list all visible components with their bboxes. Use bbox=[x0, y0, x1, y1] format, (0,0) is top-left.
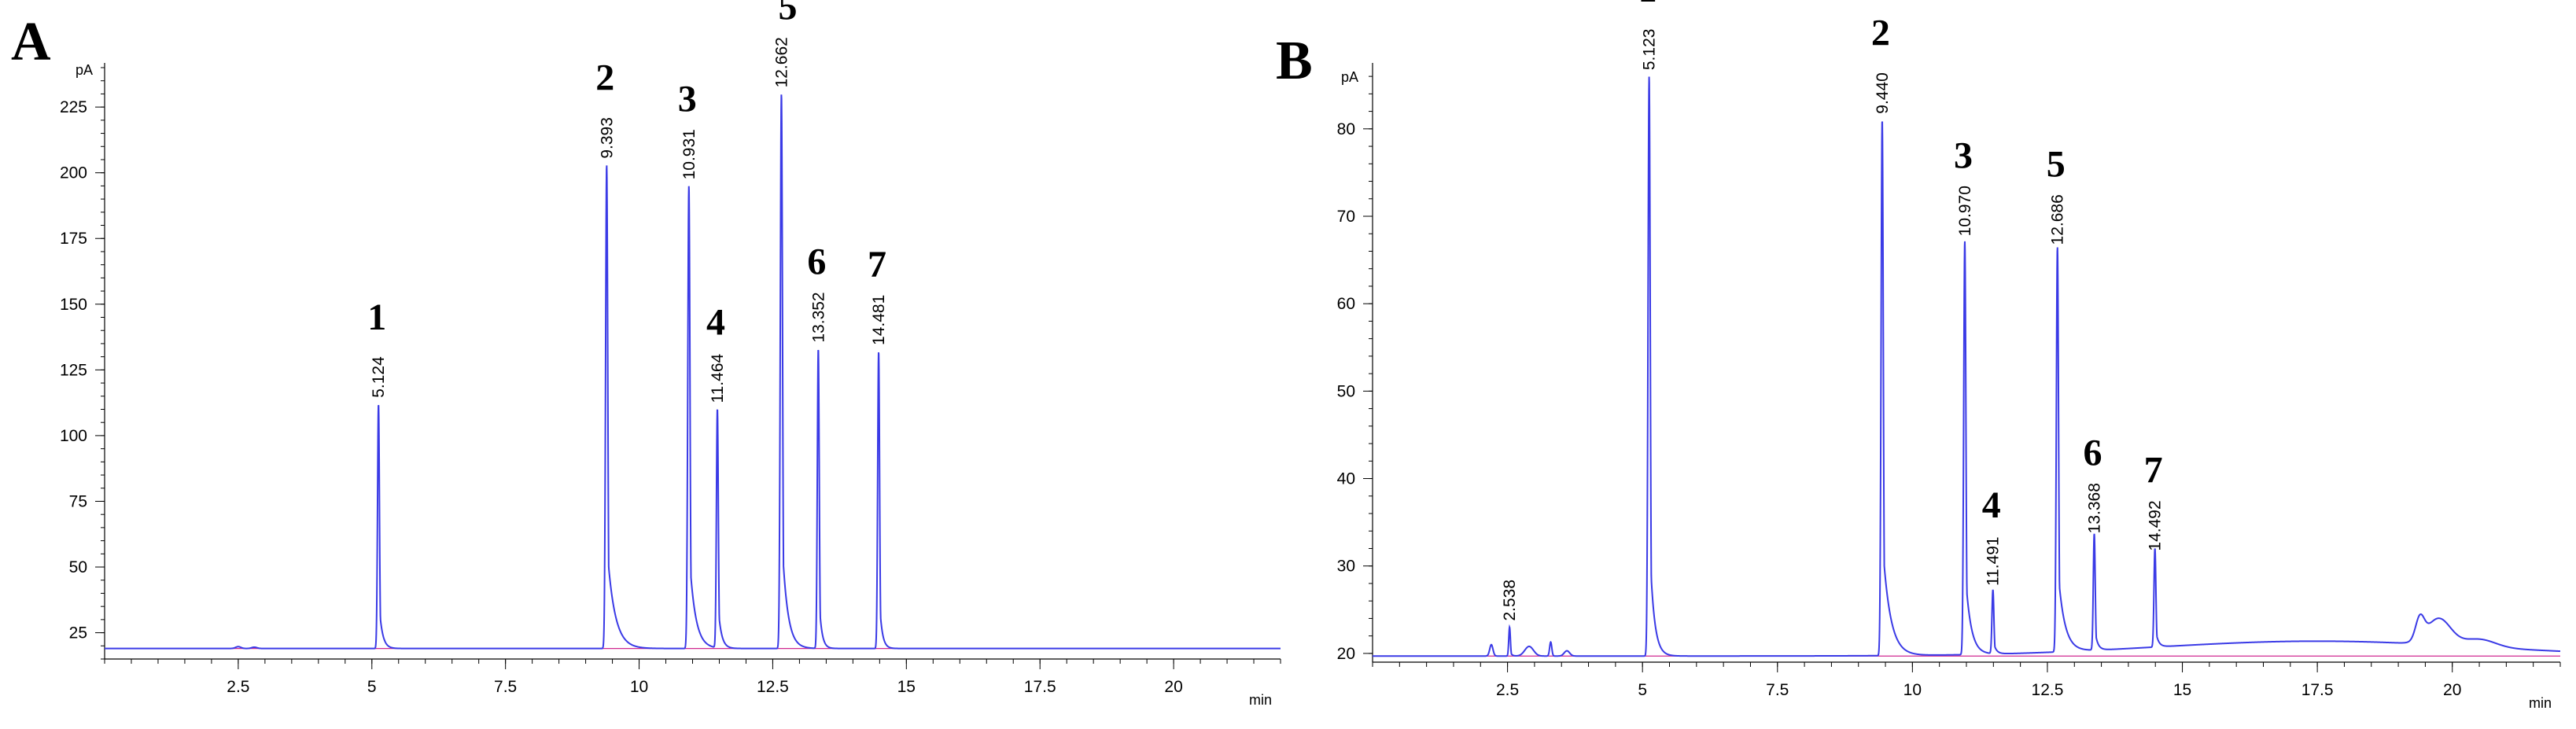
x-axis-unit: min bbox=[1249, 692, 1272, 708]
y-axis-unit: pA bbox=[1341, 69, 1358, 85]
peak-number-label: 2 bbox=[1871, 13, 1890, 54]
peak-number-label: 7 bbox=[868, 244, 886, 285]
retention-time-label: 5.124 bbox=[370, 356, 388, 398]
x-tick-label: 5 bbox=[1638, 681, 1647, 699]
x-tick-label: 10 bbox=[1903, 681, 1922, 699]
x-tick-label: 15 bbox=[897, 678, 916, 696]
y-tick-label: 200 bbox=[60, 164, 87, 182]
chromatogram-trace bbox=[1373, 76, 2561, 657]
peak-number-label: 6 bbox=[2084, 432, 2102, 473]
x-tick-label: 12.5 bbox=[757, 678, 789, 696]
y-tick-label: 150 bbox=[60, 296, 87, 314]
x-tick-label: 7.5 bbox=[1766, 681, 1789, 699]
y-tick-label: 60 bbox=[1337, 295, 1355, 313]
y-tick-label: 225 bbox=[60, 98, 87, 116]
panel-letter: A bbox=[11, 12, 51, 72]
retention-time-label: 13.352 bbox=[809, 292, 827, 342]
y-axis-unit: pA bbox=[76, 62, 93, 78]
retention-time-label: 14.481 bbox=[870, 295, 888, 345]
peak-number-label: 4 bbox=[1982, 484, 2001, 526]
peak-number-label: 3 bbox=[1954, 134, 1973, 176]
retention-time-label: 12.686 bbox=[2049, 194, 2067, 245]
peak-number-label: 5 bbox=[778, 0, 797, 28]
x-tick-label: 15 bbox=[2173, 681, 2191, 699]
x-tick-label: 17.5 bbox=[1024, 678, 1056, 696]
y-tick-label: 20 bbox=[1337, 645, 1355, 663]
y-tick-label: 25 bbox=[69, 624, 87, 642]
y-tick-label: 175 bbox=[60, 230, 87, 248]
peak-number-label: 7 bbox=[2144, 450, 2163, 492]
peak-number-label: 6 bbox=[807, 241, 826, 283]
x-tick-label: 7.5 bbox=[494, 678, 517, 696]
x-tick-label: 20 bbox=[2443, 681, 2461, 699]
y-tick-label: 30 bbox=[1337, 558, 1355, 576]
x-tick-label: 2.5 bbox=[227, 678, 249, 696]
retention-time-label: 11.491 bbox=[1985, 536, 2003, 586]
y-tick-label: 70 bbox=[1337, 208, 1355, 226]
y-tick-label: 75 bbox=[69, 492, 87, 510]
panel-letter: B bbox=[1276, 31, 1313, 91]
peak-number-label: 3 bbox=[678, 78, 697, 120]
peak-number-label: 1 bbox=[1638, 0, 1657, 10]
chromatogram-trace bbox=[105, 94, 1281, 650]
retention-time-label: 14.492 bbox=[2147, 500, 2165, 550]
peak-number-label: 2 bbox=[595, 57, 614, 99]
peak-number-label: 1 bbox=[367, 296, 386, 338]
x-axis-unit: min bbox=[2529, 695, 2552, 711]
y-tick-label: 100 bbox=[60, 427, 87, 445]
retention-time-label: 9.440 bbox=[1874, 72, 1892, 114]
retention-time-label: 11.464 bbox=[709, 353, 727, 403]
retention-time-label: 10.970 bbox=[1956, 186, 1974, 236]
peak-number-label: 4 bbox=[706, 301, 725, 343]
retention-time-label: 9.393 bbox=[598, 117, 616, 159]
y-tick-label: 125 bbox=[60, 361, 87, 379]
y-tick-label: 80 bbox=[1337, 120, 1355, 138]
y-tick-label: 40 bbox=[1337, 470, 1355, 488]
x-tick-label: 17.5 bbox=[2301, 681, 2334, 699]
peak-number-label: 5 bbox=[2047, 143, 2066, 185]
y-tick-label: 50 bbox=[69, 558, 87, 576]
retention-time-label: 10.931 bbox=[680, 129, 698, 179]
y-tick-label: 50 bbox=[1337, 382, 1355, 400]
retention-time-label: 5.123 bbox=[1641, 29, 1659, 71]
x-tick-label: 5 bbox=[367, 678, 377, 696]
x-tick-label: 2.5 bbox=[1496, 681, 1519, 699]
x-tick-label: 20 bbox=[1164, 678, 1182, 696]
retention-time-label: 2.538 bbox=[1501, 580, 1519, 621]
retention-time-label: 13.368 bbox=[2086, 483, 2104, 533]
x-tick-label: 12.5 bbox=[2032, 681, 2064, 699]
x-tick-label: 10 bbox=[630, 678, 648, 696]
retention-time-label: 12.662 bbox=[772, 37, 790, 87]
